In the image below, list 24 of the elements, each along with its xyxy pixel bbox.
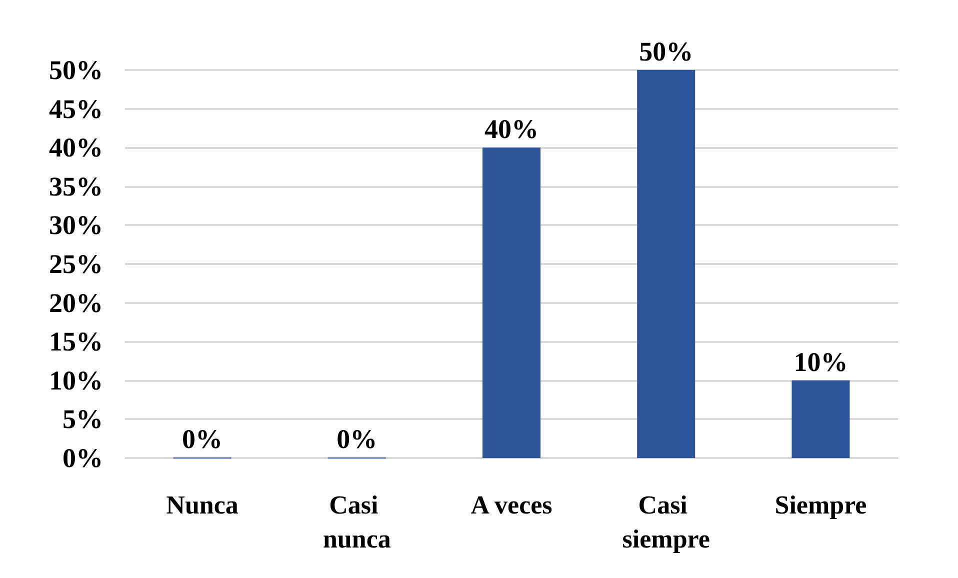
x-tick-label: Casi siempre xyxy=(622,490,710,554)
y-tick-label: 20% xyxy=(49,288,103,318)
y-tick-label: 15% xyxy=(49,326,103,357)
y-tick-label: 10% xyxy=(49,365,103,396)
bar xyxy=(792,380,850,458)
x-tick-label: A veces xyxy=(470,490,552,520)
y-tick-label: 5% xyxy=(62,404,103,434)
bar xyxy=(482,148,540,458)
y-tick-label: 25% xyxy=(49,249,103,279)
y-tick-label: 45% xyxy=(49,94,103,124)
y-tick-label: 40% xyxy=(49,132,103,163)
y-tick-label: 0% xyxy=(62,443,103,473)
data-label: 10% xyxy=(794,346,848,377)
y-tick-label: 35% xyxy=(49,171,103,202)
y-tick-label: 50% xyxy=(49,55,103,85)
data-label: 50% xyxy=(639,36,694,66)
data-label: 40% xyxy=(484,114,538,144)
y-tick-label: 30% xyxy=(49,210,103,240)
data-label: 0% xyxy=(182,424,223,454)
x-tick-label: Nunca xyxy=(166,490,238,520)
x-tick-label: Siempre xyxy=(774,490,867,520)
data-label: 0% xyxy=(336,424,378,454)
x-tick-label: Casi nunca xyxy=(322,490,391,554)
bar xyxy=(637,70,696,458)
